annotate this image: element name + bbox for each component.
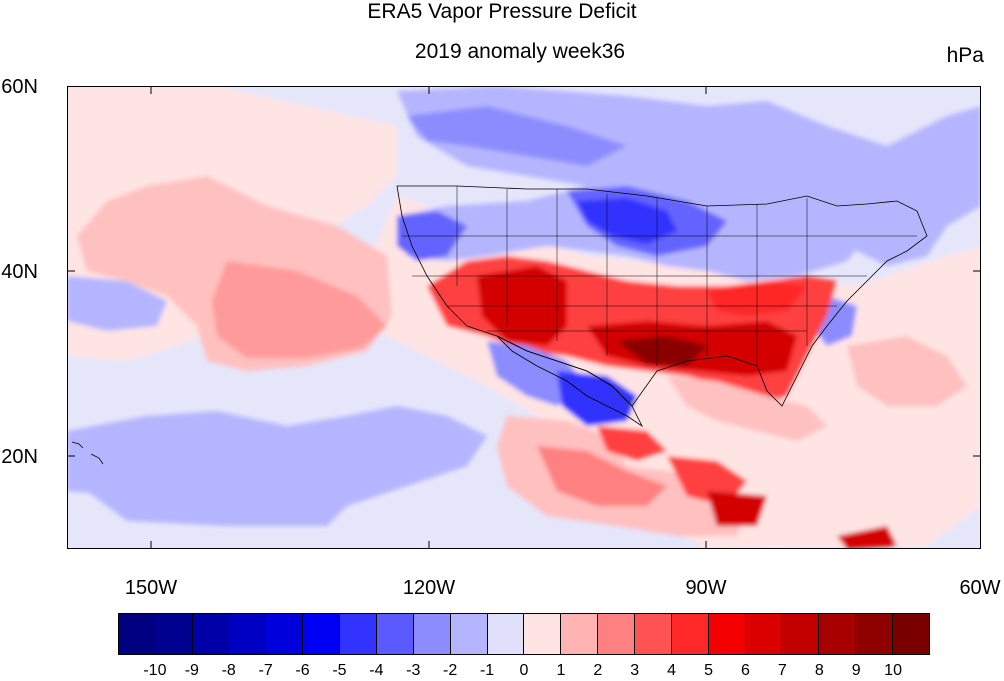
colorbar-tick-label: 9 [851, 662, 861, 679]
colorbar-tick-label: -2 [443, 662, 458, 679]
colorbar-swatch [266, 614, 304, 654]
colorbar-swatch [893, 614, 929, 654]
colorbar-swatch [561, 614, 599, 654]
colorbar-tick-label: 10 [884, 662, 902, 679]
lon-label-120w: 120W [402, 577, 456, 599]
colorbar-swatch [524, 614, 562, 654]
colorbar-tick-label: 1 [556, 662, 566, 679]
units-label: hPa [946, 44, 984, 67]
colorbar-swatch [819, 614, 857, 654]
colorbar-swatch [450, 614, 488, 654]
colorbar-tick-label: -8 [221, 662, 236, 679]
colorbar-tick-label: -3 [406, 662, 421, 679]
lat-label-40n: 40N [1, 261, 38, 283]
lon-label-60w: 60W [959, 577, 1001, 599]
colorbar-tick-label: 2 [593, 662, 603, 679]
colorbar-tick-label: 7 [777, 662, 787, 679]
colorbar-tick-label: 4 [667, 662, 677, 679]
chart-subtitle: 2019 anomaly week36 [414, 40, 626, 63]
colorbar-tick-label: -9 [184, 662, 199, 679]
colorbar-swatch [155, 614, 193, 654]
colorbar-tick-label: 5 [704, 662, 713, 679]
colorbar-tick-label: -10 [143, 662, 167, 679]
colorbar-tick-label: -5 [332, 662, 347, 679]
lat-label-60n: 60N [1, 76, 38, 98]
colorbar-swatch [708, 614, 746, 654]
colorbar-swatch [487, 614, 525, 654]
colorbar-swatch [340, 614, 378, 654]
colorbar-tick-label: 0 [519, 662, 529, 679]
anomaly-map [67, 86, 981, 549]
colorbar-swatch [598, 614, 636, 654]
colorbar-swatch [413, 614, 451, 654]
lon-label-90w: 90W [685, 577, 727, 599]
colorbar-tick-label: 3 [630, 662, 640, 679]
colorbar-swatch [635, 614, 672, 654]
colorbar-swatch [119, 614, 156, 654]
colorbar-tick-label: -4 [369, 662, 384, 679]
colorbar-tick-label: -1 [479, 662, 495, 679]
colorbar-swatch [229, 614, 267, 654]
colorbar-tick-label: 6 [741, 662, 750, 679]
colorbar-swatch [856, 614, 894, 654]
colorbar-swatch [671, 614, 709, 654]
chart-title: ERA5 Vapor Pressure Deficit [367, 0, 637, 23]
colorbar-tick-label: 8 [814, 662, 824, 679]
colorbar [118, 613, 930, 655]
colorbar-tick-label: -7 [258, 662, 273, 679]
lat-label-20n: 20N [1, 446, 38, 468]
colorbar-swatch [377, 614, 414, 654]
colorbar-swatch [745, 614, 783, 654]
colorbar-swatch [782, 614, 820, 654]
lon-label-150w: 150W [124, 577, 178, 599]
colorbar-swatch [303, 614, 341, 654]
colorbar-swatch [192, 614, 230, 654]
colorbar-tick-label: -6 [295, 662, 310, 679]
